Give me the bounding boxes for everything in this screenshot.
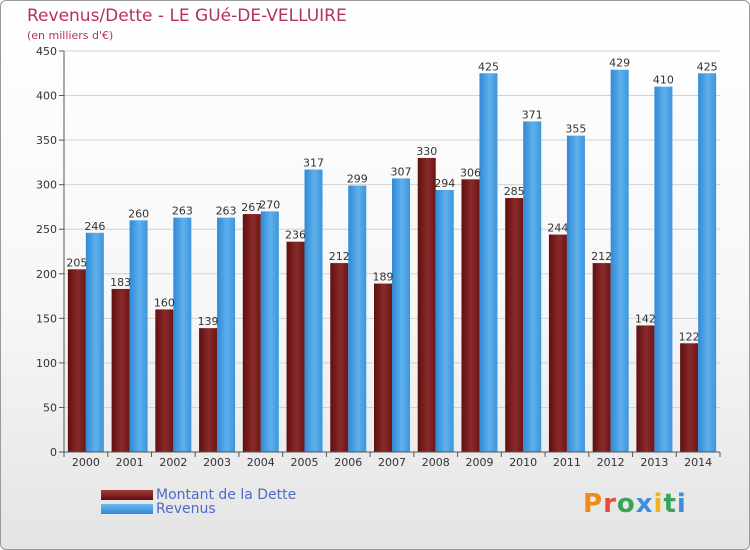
data-label-revenus: 425	[697, 60, 718, 73]
legend-label-revenus: Revenus	[156, 501, 216, 517]
bar-revenus	[260, 211, 279, 452]
bar-revenus	[129, 220, 148, 452]
bar-dette	[374, 283, 392, 452]
x-tick-label: 2006	[334, 456, 362, 469]
x-tick-label: 2008	[422, 456, 450, 469]
chart-subtitle: (en milliers d'€)	[27, 29, 114, 42]
x-tick-label: 2004	[247, 456, 275, 469]
proxiti-logo: Proxiti	[583, 489, 687, 519]
axes	[63, 51, 720, 453]
x-tick-label: 2007	[378, 456, 406, 469]
bar-dette	[505, 198, 524, 452]
bar-dette	[67, 269, 86, 452]
y-tick-label: 450	[36, 45, 57, 58]
y-tick-label: 0	[50, 446, 57, 459]
bars	[67, 69, 717, 453]
x-tick-label: 2001	[116, 456, 144, 469]
bar-dette	[417, 157, 436, 452]
legend-swatch-dette	[101, 490, 153, 500]
legend-label-dette: Montant de la Dette	[156, 487, 297, 503]
data-label-revenus: 246	[84, 220, 105, 233]
data-label-revenus: 355	[565, 123, 586, 136]
bar-revenus	[85, 232, 104, 452]
x-tick-label: 2010	[509, 456, 537, 469]
data-label-dette: 205	[66, 256, 87, 269]
bar-dette	[636, 325, 655, 452]
data-label-dette: 306	[460, 166, 481, 179]
data-label-dette: 122	[679, 330, 700, 343]
data-label-dette: 212	[329, 250, 350, 263]
data-label-dette: 160	[154, 296, 175, 309]
x-tick-label: 2012	[597, 456, 625, 469]
bar-dette	[242, 214, 261, 452]
data-label-revenus: 425	[478, 60, 499, 73]
y-tick-label: 400	[36, 90, 57, 103]
data-label-dette: 212	[591, 250, 612, 263]
bar-revenus	[173, 217, 192, 452]
legend-swatch-revenus	[101, 504, 153, 514]
x-tick-label: 2000	[72, 456, 100, 469]
y-tick-label: 50	[43, 401, 57, 414]
data-label-dette: 236	[285, 229, 306, 242]
data-label-revenus: 371	[522, 108, 543, 121]
data-label-revenus: 299	[347, 173, 368, 186]
data-label-revenus: 317	[303, 157, 324, 170]
bar-revenus	[392, 178, 410, 452]
x-tick-label: 2013	[640, 456, 668, 469]
data-label-dette: 285	[504, 185, 525, 198]
x-tick-label: 2005	[291, 456, 319, 469]
x-tick-label: 2002	[159, 456, 187, 469]
x-tick-label: 2003	[203, 456, 231, 469]
data-label-revenus: 294	[434, 177, 455, 190]
bar-revenus	[479, 73, 498, 453]
x-axis-ticks: 2000 2001 2002 2003 2004 2005 2006 2007 2008 2009…	[63, 452, 721, 469]
y-tick-label: 250	[36, 223, 57, 236]
y-tick-label: 350	[36, 134, 57, 147]
data-label-revenus: 270	[259, 198, 280, 211]
bar-revenus	[654, 86, 673, 453]
data-label-dette: 267	[241, 201, 262, 214]
data-label-dette: 330	[416, 145, 437, 158]
bar-revenus	[217, 217, 236, 452]
bar-revenus	[348, 185, 367, 452]
bar-dette	[592, 263, 611, 452]
x-tick-label: 2009	[465, 456, 493, 469]
bar-revenus	[435, 190, 454, 452]
y-tick-label: 300	[36, 179, 57, 192]
bar-dette	[548, 234, 567, 452]
x-tick-label: 2014	[684, 456, 712, 469]
data-label-revenus: 260	[128, 207, 149, 220]
bar-dette	[461, 179, 480, 452]
y-tick-label: 150	[36, 312, 57, 325]
bar-dette	[199, 328, 218, 452]
data-label-dette: 183	[110, 276, 131, 289]
chart-title: Revenus/Dette - LE GUé-DE-VELLUIRE	[27, 6, 347, 26]
bar-revenus	[698, 73, 717, 453]
y-tick-label: 200	[36, 268, 57, 281]
bar-revenus	[610, 69, 629, 453]
data-label-revenus: 429	[609, 57, 630, 70]
data-label-revenus: 410	[653, 74, 674, 87]
bar-dette	[111, 288, 130, 452]
y-tick-label: 100	[36, 357, 57, 370]
bar-revenus	[523, 121, 542, 453]
bar-dette	[286, 241, 305, 452]
bar-dette	[680, 343, 699, 452]
bar-dette	[330, 263, 349, 452]
bar-dette	[155, 309, 174, 452]
x-tick-label: 2011	[553, 456, 581, 469]
data-label-dette: 244	[547, 222, 568, 235]
bar-revenus	[566, 135, 585, 452]
data-label-revenus: 307	[391, 165, 412, 178]
data-label-dette: 189	[373, 271, 394, 284]
data-label-revenus: 263	[172, 205, 193, 218]
data-label-revenus: 263	[216, 205, 237, 218]
y-axis-ticks: 0 50 100 150 200 250 300 350 400 450	[36, 45, 64, 459]
data-label-dette: 142	[635, 312, 656, 325]
bar-revenus	[304, 169, 323, 453]
data-label-dette: 139	[198, 315, 219, 328]
